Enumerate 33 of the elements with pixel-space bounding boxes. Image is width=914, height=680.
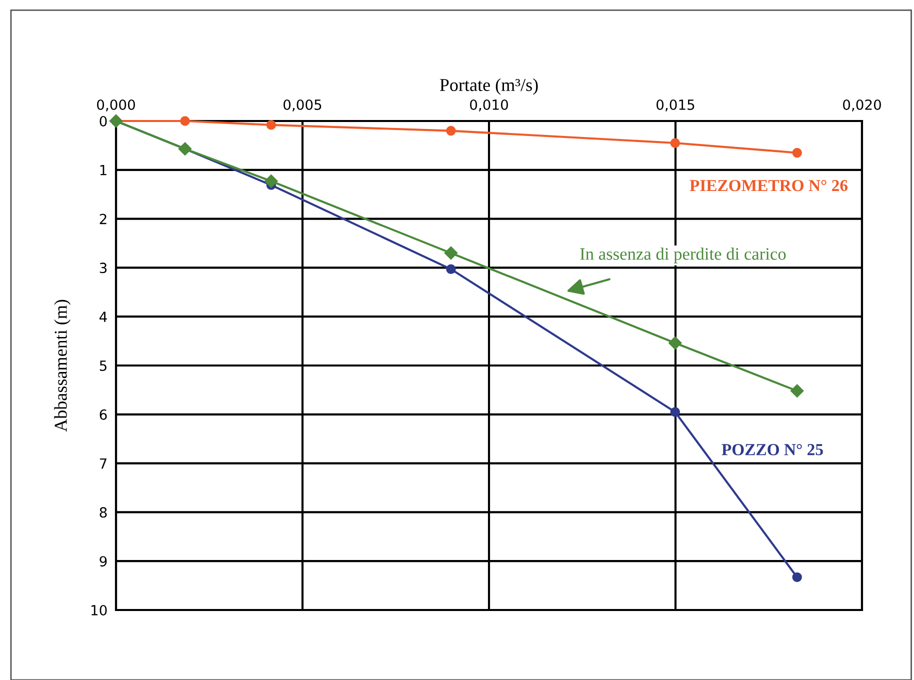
- y-axis-title: Abbassamenti (m): [54, 300, 71, 432]
- y-tick-label: 0: [100, 116, 107, 126]
- x-tick-label: 0,010: [470, 99, 508, 112]
- y-tick-label: 10: [92, 604, 107, 616]
- series-label: POZZO N° 25: [722, 444, 823, 456]
- point: [444, 246, 458, 260]
- y-tick-label: 9: [100, 556, 107, 567]
- point: [670, 138, 680, 148]
- y-tick-label: 5: [100, 360, 106, 371]
- point: [446, 126, 456, 136]
- text: PIEZOMETRO N° 26: [690, 180, 848, 192]
- x-tick-label: 0,015: [656, 99, 694, 112]
- y-tick-label: 3: [100, 262, 107, 274]
- x-axis-title: Portate (m³/s): [440, 78, 538, 95]
- y-tick-label: 4: [100, 312, 107, 322]
- x-tick-label: 0,000: [97, 99, 135, 112]
- point: [790, 384, 804, 398]
- y-tick-label: 2: [100, 214, 106, 224]
- point: [266, 120, 276, 130]
- point: [670, 407, 680, 417]
- x-tick-label: 0,020: [843, 99, 881, 112]
- point: [792, 572, 802, 582]
- x-tick-label: 0,005: [284, 99, 322, 112]
- y-tick-label: 8: [100, 507, 107, 518]
- point: [792, 148, 802, 158]
- y-tick-label: 1: [100, 165, 106, 176]
- point: [668, 336, 682, 350]
- point: [446, 264, 456, 274]
- y-tick-label: 7: [100, 458, 106, 469]
- text: In assenza di perdite di carico: [580, 248, 786, 264]
- point: [180, 116, 190, 126]
- point: [264, 174, 278, 188]
- y-tick-label: 6: [100, 409, 107, 420]
